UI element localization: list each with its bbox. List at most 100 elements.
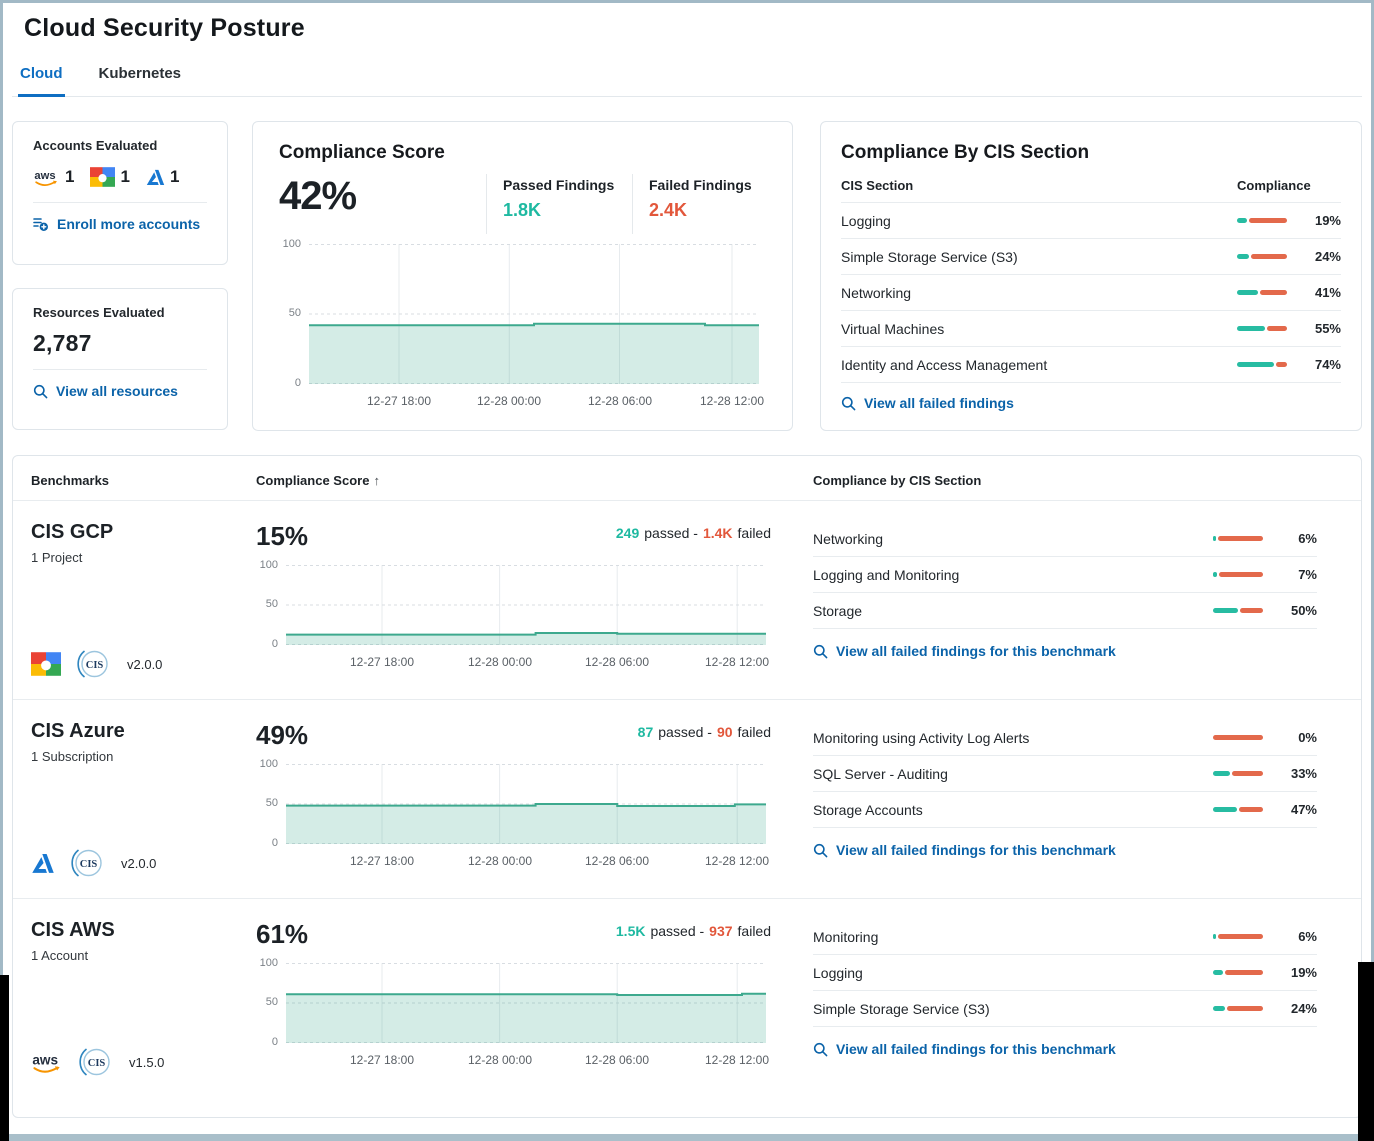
- tab-cloud[interactable]: Cloud: [18, 65, 65, 97]
- benchmarks-table-header: Benchmarks Compliance Score ↑ Compliance …: [13, 456, 1361, 500]
- enroll-more-accounts-link[interactable]: Enroll more accounts: [33, 216, 207, 232]
- passed-failed-summary: 1.5K passed - 937 failed: [615, 923, 771, 939]
- divider: [33, 369, 207, 370]
- compliance-bar: [1213, 536, 1263, 541]
- area-chart: [286, 764, 766, 844]
- cis-section-row: Networking 6%: [813, 521, 1317, 557]
- y-axis-labels: 100 50 0: [259, 758, 278, 849]
- benchmark-version: v2.0.0: [121, 855, 157, 871]
- compliance-bar: [1213, 934, 1263, 939]
- x-axis-labels: 12-27 18:00 12-28 00:00 12-28 06:00 12-28 1…: [366, 394, 765, 408]
- view-failed-findings-benchmark-link[interactable]: View all failed findings for this benchm…: [813, 842, 1317, 858]
- compliance-bar: [1213, 608, 1263, 613]
- benchmark-version: v1.5.0: [129, 1054, 165, 1070]
- passed-failed-summary: 87 passed - 90 failed: [637, 724, 771, 740]
- provider-counts: 1 1 1: [33, 164, 207, 190]
- cis-section-row: Logging 19%: [813, 955, 1317, 991]
- cis-section-row: Virtual Machines 55%: [841, 310, 1341, 346]
- benchmark-row-cis-azure: CIS Azure 1 Subscription v2.0.0 49% 87 p…: [13, 699, 1361, 898]
- view-all-failed-findings-link[interactable]: View all failed findings: [841, 395, 1341, 411]
- compliance-bar: [1237, 254, 1287, 259]
- benchmark-row-cis-aws: CIS AWS 1 Account v1.5.0 61% 1.5K passed…: [13, 898, 1361, 1097]
- aws-count: 1: [65, 167, 75, 186]
- col-benchmarks: Benchmarks: [31, 473, 110, 488]
- y-axis-labels: 100 50 0: [259, 957, 278, 1048]
- benchmark-version: v2.0.0: [127, 656, 163, 672]
- area-chart: [286, 565, 766, 645]
- benchmark-scope: 1 Subscription: [31, 749, 114, 764]
- accounts-evaluated-card: Accounts Evaluated 1 1 1: [12, 121, 228, 265]
- view-all-resources-link[interactable]: View all resources: [33, 383, 207, 399]
- compliance-bar: [1213, 771, 1263, 776]
- gcp-logo-icon: [31, 652, 61, 676]
- aws-logo-icon: [31, 1051, 63, 1074]
- benchmark-scope: 1 Account: [31, 948, 89, 963]
- desktop-background-strip-left: [0, 975, 9, 1141]
- search-icon: [813, 1042, 828, 1057]
- compliance-by-cis-section-card: Compliance By CIS Section CIS Section Co…: [820, 121, 1362, 431]
- aws-account-count: 1: [33, 167, 74, 187]
- compliance-score-card: Compliance Score 42% Passed Findings 1.8…: [252, 121, 793, 431]
- compliance-bar: [1237, 290, 1287, 295]
- azure-count: 1: [169, 167, 180, 186]
- cis-logo-icon: [67, 844, 105, 882]
- cis-section-row: Logging 19%: [841, 202, 1341, 238]
- cis-table-header: CIS Section Compliance: [841, 178, 1311, 193]
- failed-findings-value: 2.4K: [649, 200, 688, 220]
- view-failed-findings-benchmark-link[interactable]: View all failed findings for this benchm…: [813, 643, 1317, 659]
- aws-logo-icon: [33, 168, 60, 187]
- cis-section-row: Identity and Access Management 74%: [841, 346, 1341, 382]
- accounts-evaluated-title: Accounts Evaluated: [33, 138, 158, 153]
- x-axis-labels: 12-27 18:00 12-28 00:00 12-28 06:00 12-28 1…: [349, 655, 770, 669]
- resources-count: 2,787: [33, 330, 92, 356]
- compliance-score-title: Compliance Score: [279, 142, 445, 163]
- compliance-bar: [1237, 218, 1287, 223]
- benchmark-scope: 1 Project: [31, 550, 83, 565]
- benchmark-name: CIS GCP: [31, 521, 114, 543]
- view-failed-findings-benchmark-link[interactable]: View all failed findings for this benchm…: [813, 1041, 1317, 1057]
- cis-section-row: Storage 50%: [813, 593, 1317, 629]
- sort-ascending-icon: ↑: [373, 473, 380, 488]
- cis-section-row: Storage Accounts 47%: [813, 792, 1317, 828]
- compliance-bar: [1213, 807, 1263, 812]
- benchmark-score-chart: 100 50 0 12-27 18:00 12-28 00:00 12-28 06:00 1…: [256, 957, 771, 1068]
- page-title: Cloud Security Posture: [24, 14, 305, 42]
- x-axis-labels: 12-27 18:00 12-28 00:00 12-28 06:00 12-28 1…: [349, 1053, 770, 1067]
- resources-evaluated-title: Resources Evaluated: [33, 305, 165, 320]
- passed-findings-value: 1.8K: [503, 200, 542, 220]
- azure-account-count: 1: [146, 167, 179, 187]
- benchmark-score: 49%: [256, 720, 309, 750]
- search-icon: [841, 396, 856, 411]
- y-axis-labels: 100 50 0: [259, 559, 278, 650]
- col-compliance-by-cis-section: Compliance by CIS Section: [813, 473, 982, 488]
- failed-findings-stat: Failed Findings 2.4K: [632, 174, 752, 234]
- compliance-bar: [1213, 735, 1263, 740]
- cis-section-row: Networking 41%: [841, 274, 1341, 310]
- cis-section-row: Monitoring 6%: [813, 919, 1317, 955]
- resources-evaluated-card: Resources Evaluated 2,787 View all resou…: [12, 288, 228, 430]
- benchmark-score: 15%: [256, 521, 309, 551]
- compliance-score-chart: 100 50 0 12-27 18:00 12-28 00:00 12-28 06:00 1…: [279, 238, 766, 409]
- area-chart: [309, 244, 759, 384]
- compliance-bar: [1213, 572, 1263, 577]
- gcp-logo-icon: [90, 167, 115, 187]
- area-chart: [286, 963, 766, 1043]
- passed-failed-summary: 249 passed - 1.4K failed: [615, 525, 771, 541]
- benchmark-score-chart: 100 50 0 12-27 18:00 12-28 00:00 12-28 06:00 1…: [256, 758, 771, 869]
- compliance-bar: [1213, 970, 1263, 975]
- benchmark-name: CIS AWS: [31, 919, 115, 941]
- azure-logo-icon: [31, 853, 55, 874]
- divider: [33, 202, 207, 203]
- col-compliance-score-sort[interactable]: Compliance Score ↑: [256, 473, 380, 488]
- cis-section-card-title: Compliance By CIS Section: [841, 142, 1090, 163]
- tab-kubernetes[interactable]: Kubernetes: [98, 65, 182, 82]
- benchmark-score: 61%: [256, 919, 309, 949]
- benchmark-row-cis-gcp: CIS GCP 1 Project v2.0.0 15% 249 passed …: [13, 500, 1361, 699]
- x-axis-labels: 12-27 18:00 12-28 00:00 12-28 06:00 12-28 1…: [349, 854, 770, 868]
- cis-section-row: Monitoring using Activity Log Alerts 0%: [813, 720, 1317, 756]
- cis-logo-icon: [75, 1043, 113, 1081]
- cis-logo-icon: [73, 645, 111, 683]
- overall-score: 42%: [279, 174, 357, 218]
- cis-section-row: Logging and Monitoring 7%: [813, 557, 1317, 593]
